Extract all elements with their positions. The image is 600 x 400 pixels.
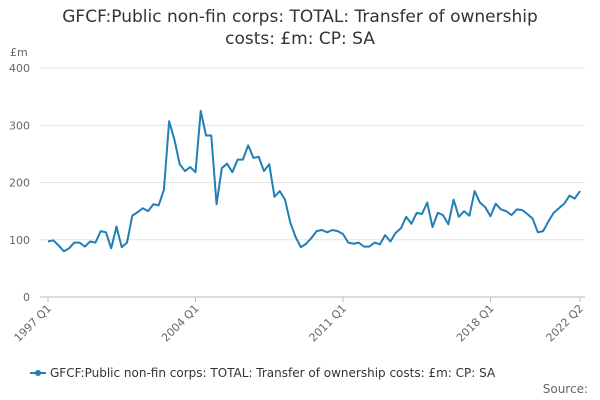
x-tick-label: 2011 Q1 — [307, 302, 350, 345]
legend-marker — [35, 370, 41, 376]
y-unit: £m — [10, 46, 28, 59]
chart-title: GFCF:Public non-fin corps: TOTAL: Transf… — [62, 7, 538, 49]
x-tick-label: 2018 Q1 — [454, 302, 497, 345]
y-tick-label: 100 — [9, 234, 30, 247]
x-tick-label: 2004 Q1 — [159, 302, 202, 345]
y-tick-label: 0 — [23, 291, 30, 304]
data-line — [47, 109, 581, 253]
x-tick-label: 2022 Q2 — [544, 302, 587, 345]
y-tick-label: 400 — [9, 62, 30, 75]
x-tick-label: 1997 Q1 — [12, 302, 55, 345]
y-tick-label: 300 — [9, 119, 30, 132]
source: Source: — [543, 382, 588, 396]
legend-label: GFCF:Public non-fin corps: TOTAL: Transf… — [50, 366, 496, 380]
y-tick-label: 200 — [9, 177, 30, 190]
